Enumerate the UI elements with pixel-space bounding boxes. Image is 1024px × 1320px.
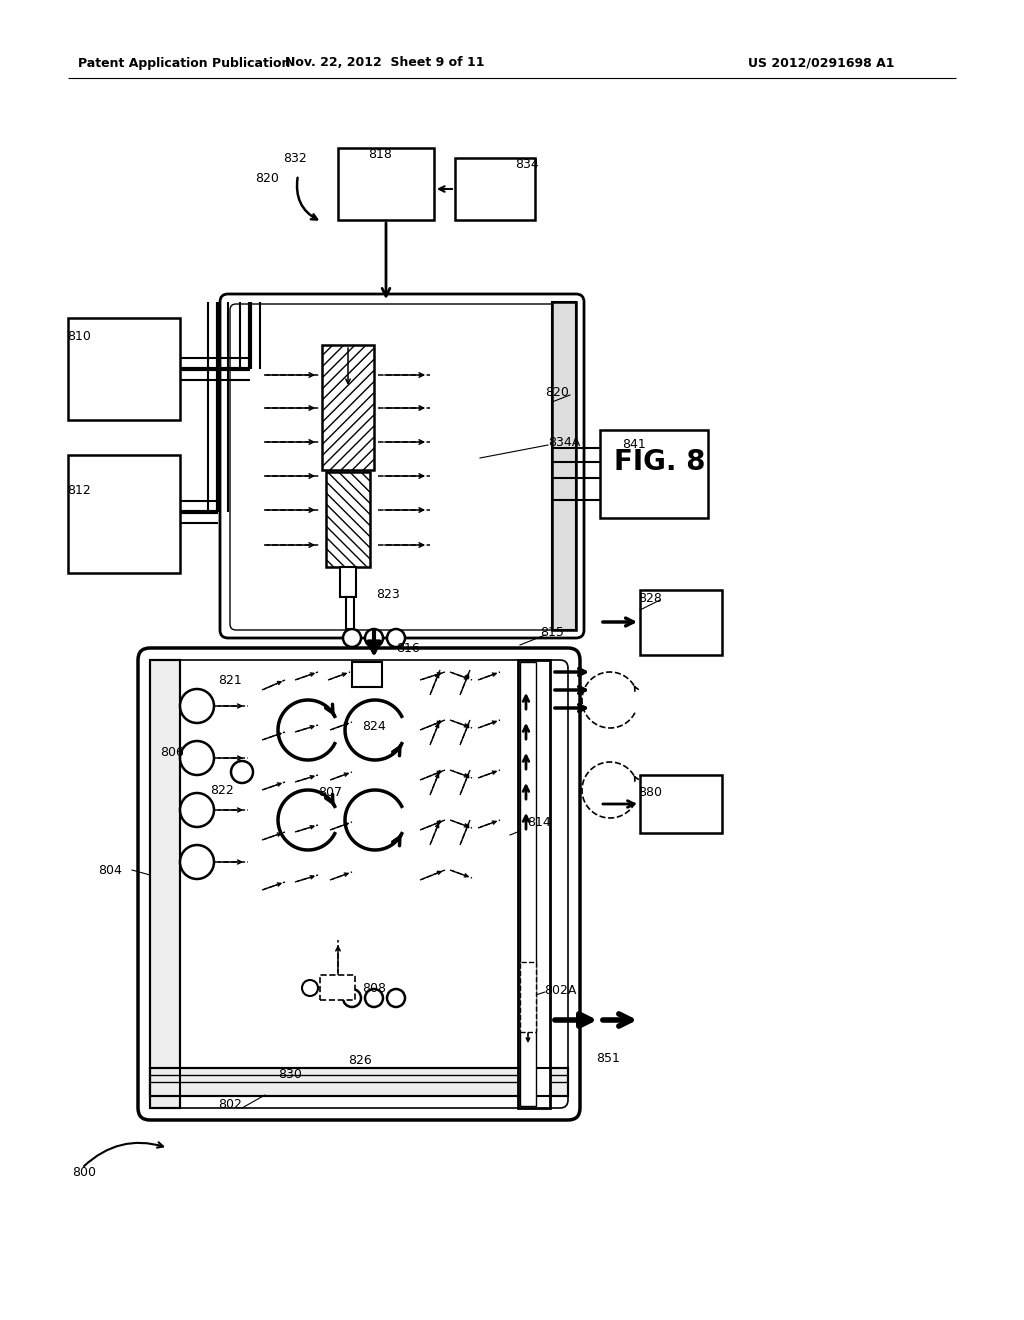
Circle shape — [180, 793, 214, 828]
Bar — [640, 590, 722, 655]
Circle shape — [387, 989, 406, 1007]
Text: 823: 823 — [376, 589, 399, 602]
Text: 820: 820 — [255, 172, 279, 185]
Circle shape — [365, 989, 383, 1007]
Bar — [552, 302, 575, 630]
Text: 822: 822 — [210, 784, 233, 796]
Bar — [68, 318, 180, 420]
Bar — [520, 962, 536, 1032]
Bar — [552, 302, 575, 630]
Bar — [455, 158, 535, 220]
FancyBboxPatch shape — [220, 294, 584, 638]
Bar — [150, 660, 180, 1107]
Text: 802A: 802A — [544, 983, 577, 997]
Text: 832: 832 — [283, 152, 307, 165]
Text: FIG. 8: FIG. 8 — [614, 447, 706, 477]
Bar — [150, 1068, 568, 1096]
Text: 808: 808 — [362, 982, 386, 994]
Text: 804: 804 — [98, 863, 122, 876]
Text: Nov. 22, 2012  Sheet 9 of 11: Nov. 22, 2012 Sheet 9 of 11 — [286, 57, 484, 70]
Bar — [68, 455, 180, 573]
Circle shape — [343, 989, 361, 1007]
Text: 807: 807 — [318, 787, 342, 800]
Bar — [150, 1068, 568, 1096]
Text: 802: 802 — [218, 1098, 242, 1111]
Text: 818: 818 — [368, 149, 392, 161]
Text: 851: 851 — [596, 1052, 620, 1064]
Text: 816: 816 — [396, 642, 420, 655]
Text: 841: 841 — [622, 437, 646, 450]
Text: 812: 812 — [67, 483, 91, 496]
Circle shape — [387, 630, 406, 647]
Text: Patent Application Publication: Patent Application Publication — [78, 57, 291, 70]
Text: 824: 824 — [362, 719, 386, 733]
Bar — [326, 473, 370, 568]
Bar — [352, 663, 382, 686]
Bar — [338, 148, 434, 220]
Bar — [150, 660, 180, 1107]
Text: 800: 800 — [72, 1166, 96, 1179]
Bar — [346, 597, 354, 630]
Text: 820: 820 — [545, 385, 569, 399]
Text: 834A: 834A — [548, 437, 581, 450]
FancyBboxPatch shape — [138, 648, 580, 1119]
Circle shape — [231, 762, 253, 783]
Bar — [600, 430, 708, 517]
Text: 814: 814 — [527, 817, 551, 829]
Text: 830: 830 — [278, 1068, 302, 1081]
Text: 810: 810 — [67, 330, 91, 342]
Circle shape — [180, 689, 214, 723]
Circle shape — [302, 979, 318, 997]
Text: 880: 880 — [638, 785, 662, 799]
Bar — [640, 775, 722, 833]
Circle shape — [180, 845, 214, 879]
Text: 826: 826 — [348, 1053, 372, 1067]
Text: 806: 806 — [160, 746, 184, 759]
Text: 828: 828 — [638, 591, 662, 605]
Circle shape — [180, 741, 214, 775]
Circle shape — [365, 630, 383, 647]
Bar — [520, 663, 536, 1106]
Text: 815: 815 — [540, 627, 564, 639]
Bar — [340, 568, 356, 597]
Circle shape — [343, 630, 361, 647]
Text: 821: 821 — [218, 673, 242, 686]
Text: US 2012/0291698 A1: US 2012/0291698 A1 — [748, 57, 895, 70]
Text: 834: 834 — [515, 158, 539, 172]
Bar — [518, 660, 550, 1107]
Bar — [319, 975, 355, 1001]
Bar — [322, 345, 374, 470]
